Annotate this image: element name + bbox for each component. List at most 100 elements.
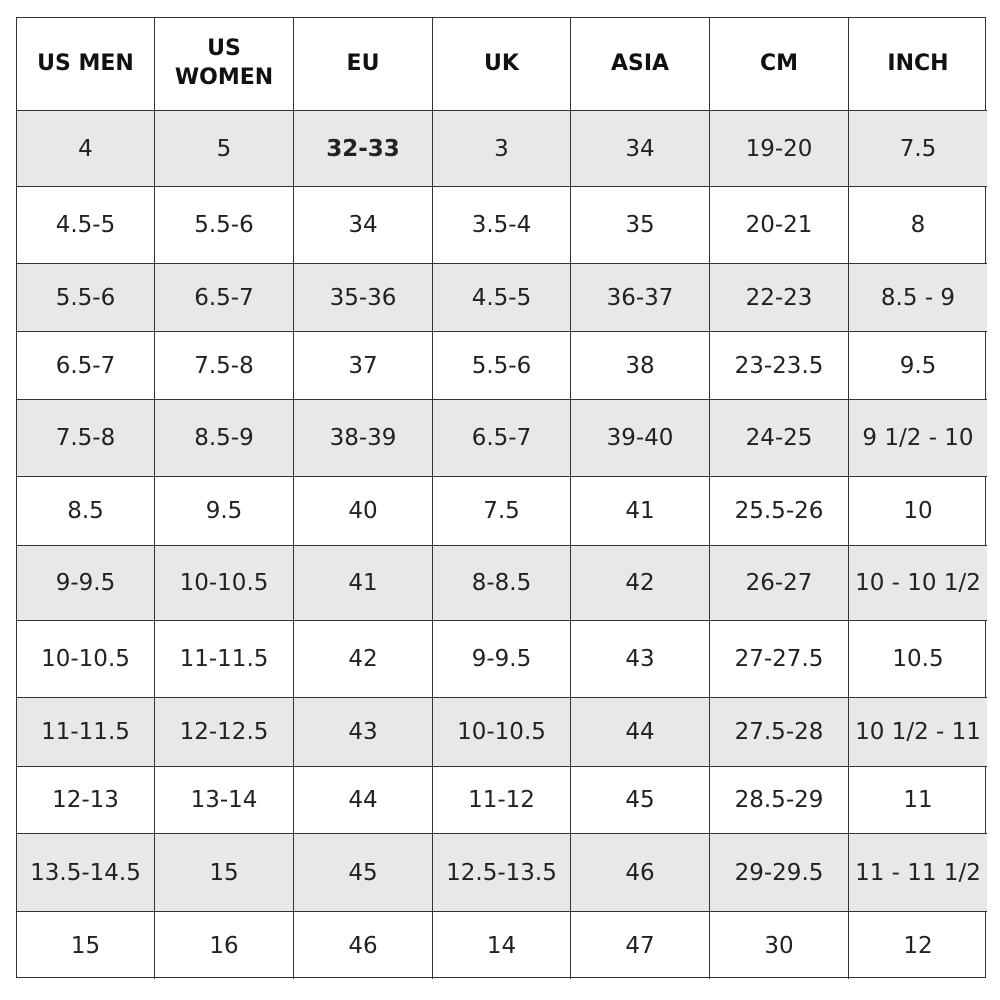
table-cell: 11-11.5	[17, 698, 155, 767]
table-cell: 11	[849, 767, 987, 834]
cell-text: 32-33	[326, 135, 400, 162]
cell-text: 6.5-7	[55, 352, 116, 379]
cell-text: 4.5-5	[471, 284, 532, 311]
cell-text: 12-12.5	[179, 719, 269, 745]
table-cell: 28.5-29	[710, 767, 849, 834]
table-cell: 10-10.5	[17, 621, 155, 698]
header-cell: US WOMEN	[155, 18, 294, 111]
cell-text: 19-20	[745, 135, 813, 162]
table-cell: 7.5	[433, 477, 571, 546]
table-cell: 27-27.5	[710, 621, 849, 698]
table-cell: 9.5	[849, 332, 987, 400]
table-cell: 11 - 11 1/2	[849, 834, 987, 912]
table-cell: 19-20	[710, 111, 849, 187]
table-cell: 47	[571, 912, 710, 979]
table-cell: 42	[571, 546, 710, 621]
table-cell: 38	[571, 332, 710, 400]
cell-text: 24-25	[745, 425, 813, 451]
cell-text: 46	[625, 859, 655, 886]
table-cell: 30	[710, 912, 849, 979]
cell-text: 6.5-7	[471, 425, 532, 451]
header-text: INCH	[887, 50, 949, 76]
cell-text: 43	[348, 719, 378, 745]
table-cell: 38-39	[294, 400, 433, 477]
table-cell: 46	[294, 912, 433, 979]
cell-text: 11-11.5	[41, 719, 130, 745]
table-cell: 10	[849, 477, 987, 546]
header-text: CM	[759, 50, 799, 76]
cell-text: 27-27.5	[734, 646, 824, 672]
table-cell: 12-12.5	[155, 698, 294, 767]
table-cell: 10-10.5	[433, 698, 571, 767]
cell-text: 10-10.5	[41, 646, 130, 672]
cell-text: 38-39	[329, 425, 397, 451]
cell-text: 41	[348, 570, 378, 596]
table-cell: 45	[571, 767, 710, 834]
table-cell: 7.5	[849, 111, 987, 187]
table-cell: 43	[294, 698, 433, 767]
cell-text: 7.5-8	[55, 425, 116, 451]
cell-text: 43	[625, 646, 655, 672]
table-cell: 3.5-4	[433, 187, 571, 264]
cell-text: 37	[348, 352, 378, 379]
cell-text: 8.5 - 9	[880, 284, 956, 311]
table-cell: 42	[294, 621, 433, 698]
table-cell: 10 - 10 1/2	[849, 546, 987, 621]
table-cell: 41	[571, 477, 710, 546]
table-cell: 13.5-14.5	[17, 834, 155, 912]
cell-text: 14	[486, 932, 517, 959]
cell-text: 11-11.5	[179, 646, 269, 672]
cell-text: 8.5	[67, 498, 104, 524]
table-cell: 10.5	[849, 621, 987, 698]
cell-text: 26-27	[745, 570, 813, 596]
cell-text: 9.5	[899, 352, 937, 379]
header-text: EU	[346, 50, 380, 76]
table-cell: 4.5-5	[433, 264, 571, 332]
table-cell: 16	[155, 912, 294, 979]
cell-text: 39-40	[606, 425, 674, 451]
cell-text: 42	[348, 646, 378, 672]
cell-text: 25.5-26	[734, 498, 824, 524]
cell-text: 38	[625, 352, 655, 379]
cell-text: 11-12	[468, 787, 535, 813]
cell-text: 10.5	[892, 646, 944, 672]
cell-text: 16	[209, 932, 239, 959]
table-cell: 10 1/2 - 11	[849, 698, 987, 767]
cell-text: 8.5-9	[194, 425, 254, 451]
cell-text: 28.5-29	[734, 787, 824, 813]
table-cell: 4.5-5	[17, 187, 155, 264]
table-cell: 13-14	[155, 767, 294, 834]
table-cell: 9-9.5	[17, 546, 155, 621]
table-cell: 14	[433, 912, 571, 979]
cell-text: 41	[625, 498, 655, 524]
table-cell: 29-29.5	[710, 834, 849, 912]
cell-text: 5.5-6	[471, 352, 532, 379]
cell-text: 34	[348, 212, 378, 238]
table-cell: 43	[571, 621, 710, 698]
table-cell: 8	[849, 187, 987, 264]
table-cell: 3	[433, 111, 571, 187]
cell-text: 47	[625, 932, 655, 959]
cell-text: 3	[494, 135, 509, 162]
cell-text: 35	[625, 212, 655, 238]
table-cell: 9.5	[155, 477, 294, 546]
cell-text: 12	[903, 932, 933, 959]
table-cell: 6.5-7	[433, 400, 571, 477]
table-cell: 8.5 - 9	[849, 264, 987, 332]
cell-text: 23-23.5	[734, 352, 824, 379]
table-cell: 37	[294, 332, 433, 400]
cell-text: 7.5	[483, 498, 520, 524]
table-cell: 9-9.5	[433, 621, 571, 698]
cell-text: 34	[625, 135, 655, 162]
cell-text: 8-8.5	[471, 570, 532, 596]
cell-text: 40	[348, 498, 378, 524]
cell-text: 35-36	[329, 284, 397, 311]
cell-text: 10-10.5	[179, 570, 269, 596]
table-cell: 8.5-9	[155, 400, 294, 477]
cell-text: 42	[625, 570, 655, 596]
header-cell: CM	[710, 18, 849, 111]
table-cell: 39-40	[571, 400, 710, 477]
header-cell: ASIA	[571, 18, 710, 111]
table-cell: 10-10.5	[155, 546, 294, 621]
cell-text: 10 1/2 - 11	[855, 719, 981, 745]
